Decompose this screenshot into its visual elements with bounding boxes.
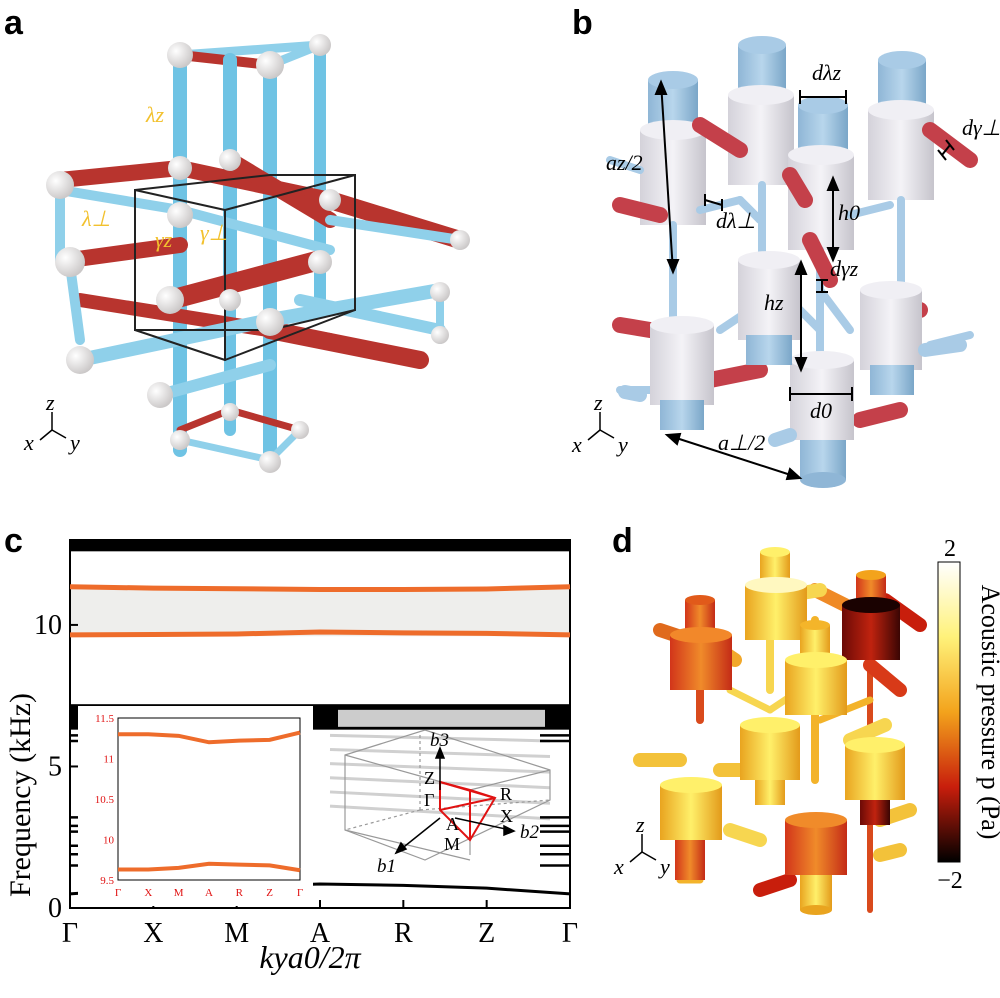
slab-region bbox=[338, 710, 545, 727]
inset-y-label: 9.5 bbox=[100, 875, 114, 887]
pressure-field-lattice bbox=[640, 547, 920, 915]
waveguide-lattice bbox=[610, 36, 970, 488]
axis-z-b: z bbox=[593, 390, 603, 415]
bz-Gamma: Γ bbox=[424, 790, 434, 810]
y-tick-label: 0 bbox=[48, 893, 62, 924]
inset-x-label: A bbox=[205, 887, 213, 899]
topological-band bbox=[70, 632, 570, 635]
dim-d-lambda-z: dλz bbox=[812, 60, 842, 85]
y-tick-label: 10 bbox=[34, 610, 62, 641]
colorbar bbox=[938, 562, 960, 862]
x-axis-label: kya0/2π bbox=[259, 939, 361, 975]
axis-y-d: y bbox=[658, 854, 670, 879]
inset-y-label: 11.5 bbox=[95, 713, 114, 725]
panel-a: a bbox=[4, 4, 470, 473]
axis-y-a: y bbox=[68, 430, 80, 455]
dim-d-gamma-perp: dγ⊥ bbox=[962, 115, 1000, 140]
inset-y-label: 11 bbox=[103, 754, 114, 766]
inset-x-label: Z bbox=[266, 887, 273, 899]
axis-z-a: z bbox=[45, 390, 55, 415]
dim-d-lambda-perp: dλ⊥ bbox=[716, 208, 756, 233]
axis-x-b: x bbox=[571, 432, 582, 457]
y-axis-label: Frequency (kHz) bbox=[4, 693, 37, 897]
dim-hz: hz bbox=[764, 290, 784, 315]
lattice bbox=[46, 34, 470, 473]
dim-h0: h0 bbox=[838, 200, 860, 225]
bond-label-gamma-perp: γ⊥ bbox=[200, 220, 228, 245]
colorbar-max: 2 bbox=[944, 536, 956, 562]
colorbar-label: Acoustic pressure p (Pa) bbox=[976, 585, 1000, 840]
dim-a-perp-half: a⊥/2 bbox=[718, 430, 765, 455]
inset-y-label: 10.5 bbox=[95, 794, 115, 806]
panel-a-label: a bbox=[4, 4, 24, 42]
inset-x-label: Γ bbox=[115, 887, 121, 899]
axis-y-b: y bbox=[616, 432, 628, 457]
bz-M: M bbox=[444, 834, 460, 854]
axes-triad-d bbox=[630, 834, 656, 862]
x-tick-label: M bbox=[224, 918, 249, 949]
bz-b3: b3 bbox=[430, 730, 449, 751]
bz-X: X bbox=[500, 806, 513, 826]
panel-d-label: d bbox=[612, 522, 633, 560]
x-tick-label: Γ bbox=[562, 918, 578, 949]
bond-label-lambda-z: λz bbox=[145, 102, 165, 127]
topological-band bbox=[70, 587, 570, 590]
panel-d: d bbox=[612, 522, 1000, 915]
x-tick-label: R bbox=[394, 918, 413, 949]
axis-x-d: x bbox=[613, 854, 624, 879]
dim-d-gamma-z: dγz bbox=[830, 256, 859, 281]
bz-R: R bbox=[500, 784, 512, 804]
bz-b1: b1 bbox=[377, 856, 396, 877]
bz-Z: Z bbox=[424, 768, 435, 788]
y-tick-label: 5 bbox=[48, 751, 62, 782]
x-tick-label: Z bbox=[478, 918, 495, 949]
panel-b-label: b bbox=[572, 4, 593, 42]
inset-x-label: R bbox=[236, 887, 244, 899]
bond-label-gamma-z: γz bbox=[155, 227, 173, 252]
dim-az-half: az/2 bbox=[606, 150, 643, 175]
bz-A: A bbox=[446, 814, 459, 834]
axis-x-a: x bbox=[23, 430, 34, 455]
axes-triad-a bbox=[40, 412, 66, 440]
colorbar-min: −2 bbox=[937, 868, 963, 894]
inset-x-label: M bbox=[174, 887, 184, 899]
panel-b: b bbox=[571, 4, 1000, 488]
panel-c-label: c bbox=[4, 522, 23, 560]
axes-triad-b bbox=[588, 412, 614, 440]
axis-z-d: z bbox=[635, 812, 645, 837]
x-tick-label: X bbox=[143, 918, 163, 949]
bond-label-lambda-perp: λ⊥ bbox=[81, 206, 111, 231]
dim-d0: d0 bbox=[810, 398, 832, 423]
inset-x-label: X bbox=[144, 887, 152, 899]
bulk-band-cluster-top bbox=[70, 540, 570, 551]
bulk-gap-region bbox=[70, 588, 570, 636]
inset-x-label: Γ bbox=[297, 887, 303, 899]
bz-b2: b2 bbox=[520, 822, 540, 843]
x-tick-label: Γ bbox=[62, 918, 78, 949]
inset-y-label: 10 bbox=[103, 835, 115, 847]
